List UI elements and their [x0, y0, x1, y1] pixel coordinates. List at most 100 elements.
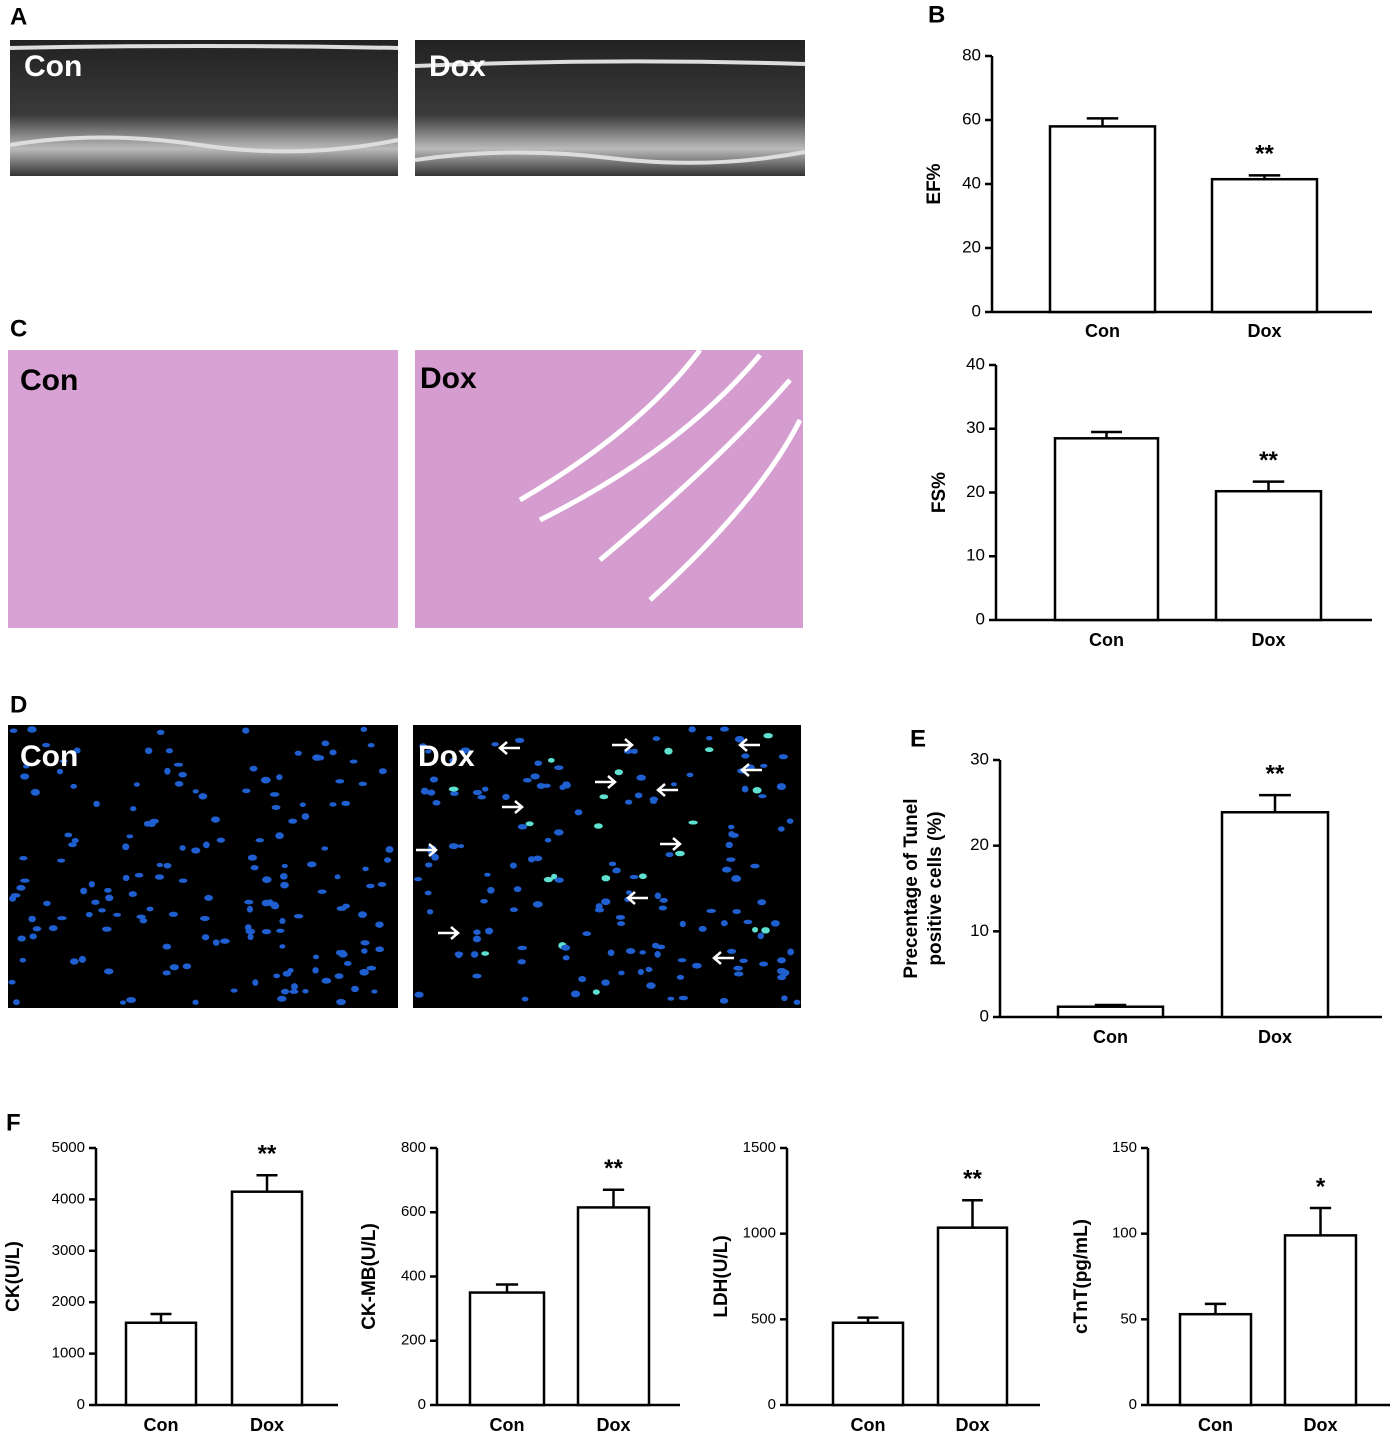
nucleus — [119, 1000, 127, 1005]
nucleus — [321, 846, 329, 851]
nucleus — [281, 863, 288, 869]
nucleus — [473, 929, 481, 935]
nucleus — [448, 786, 459, 792]
nucleus — [760, 763, 768, 768]
nucleus — [698, 925, 707, 932]
image-label: Dox — [418, 740, 475, 773]
nucleus — [670, 782, 677, 787]
nucleus — [728, 831, 736, 838]
nucleus — [726, 948, 737, 954]
error-bar — [1309, 1206, 1332, 1236]
x-tick-label: Con — [144, 1415, 179, 1434]
nucleus — [457, 844, 465, 849]
nucleus — [481, 786, 489, 792]
y-tick-label: 0 — [77, 1396, 85, 1413]
nucleus — [173, 762, 184, 767]
bar — [1283, 1234, 1358, 1407]
nucleus — [739, 958, 748, 963]
nucleus — [102, 926, 112, 932]
nucleus — [191, 847, 201, 854]
bar — [1048, 125, 1157, 314]
bar — [468, 1291, 546, 1407]
nucleus — [638, 873, 647, 880]
nucleus — [777, 826, 785, 832]
nucleus — [312, 954, 320, 960]
nucleus — [174, 781, 184, 787]
nucleus — [262, 876, 272, 884]
nucleus — [654, 892, 662, 900]
nucleus — [676, 974, 685, 980]
nucleus — [752, 926, 759, 933]
nucleus — [634, 792, 643, 799]
nucleus — [13, 999, 20, 1006]
bar — [1214, 489, 1323, 622]
chart: 0 10 20 30 40 FS% Con ** Dox — [929, 354, 1372, 650]
nucleus — [294, 750, 302, 756]
nucleus — [688, 820, 698, 825]
nucleus — [280, 881, 289, 889]
error-bar — [962, 1199, 983, 1228]
y-tick-label: 50 — [1120, 1310, 1137, 1327]
y-tick-label: 1500 — [743, 1139, 776, 1156]
bar — [576, 1206, 651, 1407]
nucleus — [321, 740, 330, 747]
y-tick-label: 600 — [401, 1203, 426, 1220]
arrow — [595, 775, 617, 789]
nucleus — [752, 787, 762, 794]
nucleus — [290, 983, 298, 990]
nucleus — [78, 955, 87, 963]
nucleus — [543, 876, 553, 883]
nucleus — [192, 789, 199, 794]
arrows — [416, 738, 762, 965]
nucleus — [336, 906, 347, 911]
nucleus — [317, 889, 327, 894]
nucleus — [665, 852, 674, 858]
nucleus — [279, 944, 286, 949]
nucleus — [126, 834, 134, 839]
nucleus — [692, 962, 702, 969]
error-bar — [256, 1173, 278, 1192]
nucleus — [637, 968, 644, 976]
nucleus — [427, 789, 436, 796]
nucleus — [414, 876, 423, 882]
y-tick-label: 20 — [962, 237, 981, 256]
nucleus — [71, 837, 79, 844]
chart: 0 50 100 150 cTnT(pg/mL) Con * Dox — [1071, 1139, 1390, 1434]
nucleus — [646, 982, 656, 989]
nucleus — [706, 908, 717, 913]
nucleus — [201, 934, 210, 941]
nucleus — [763, 732, 773, 739]
nucleus — [759, 961, 769, 967]
images: Con Dox Con Dox Con Dox — [8, 40, 806, 1008]
significance-label: ** — [258, 1141, 277, 1168]
x-tick-label: Con — [851, 1415, 886, 1434]
arrow — [738, 738, 760, 752]
nucleus — [156, 729, 165, 736]
nucleus — [178, 878, 188, 883]
nucleus — [578, 976, 587, 983]
image-label: Con — [20, 364, 78, 397]
nucleus — [56, 768, 64, 775]
nucleus — [612, 869, 620, 874]
nucleus — [646, 967, 653, 972]
nucleus — [617, 921, 626, 927]
nucleus — [375, 946, 384, 953]
nucleus — [30, 788, 40, 796]
nucleus — [335, 779, 345, 784]
nucleus — [525, 821, 534, 827]
significance-label: * — [1316, 1173, 1326, 1200]
nucleus — [156, 862, 164, 868]
nucleus — [261, 929, 272, 935]
nucleus — [385, 846, 394, 853]
y-tick-label: 0 — [980, 1006, 989, 1025]
nucleus — [778, 754, 788, 760]
nucleus — [367, 742, 375, 748]
image-label: Con — [24, 50, 82, 83]
nucleus — [725, 841, 733, 849]
y-tick-label: 40 — [966, 354, 985, 373]
significance-label: ** — [604, 1155, 623, 1182]
error-bar — [1086, 117, 1119, 127]
nucleus — [20, 773, 30, 780]
nucleus — [485, 927, 494, 935]
arrow — [712, 951, 734, 965]
